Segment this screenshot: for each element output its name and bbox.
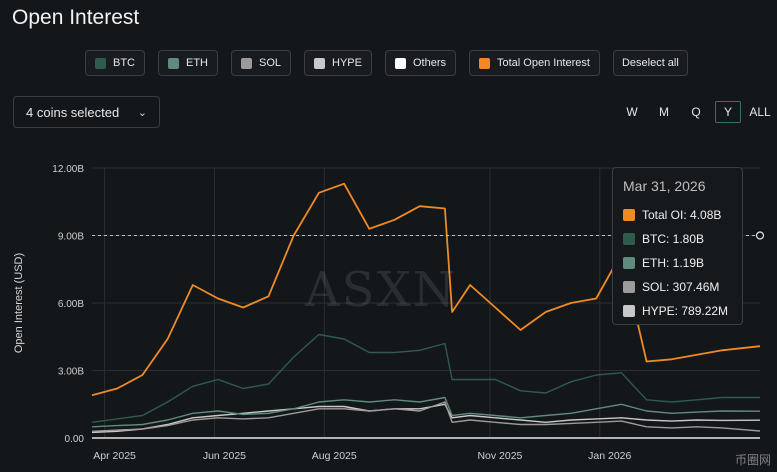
tooltip-row-hype: HYPE: 789.22M <box>623 299 732 323</box>
legend-eth-label: ETH <box>186 57 208 69</box>
sol-swatch-icon <box>241 57 252 69</box>
range-selector: W M Q Y ALL <box>619 101 773 123</box>
y-tick-label: 12.00B <box>52 164 84 175</box>
deselect-all-button[interactable]: Deselect all <box>612 50 688 76</box>
range-w-button[interactable]: W <box>626 105 638 119</box>
chevron-down-icon: ⌄ <box>137 106 147 119</box>
tooltip-hype-value: HYPE: 789.22M <box>642 304 729 318</box>
range-y-button[interactable]: Y <box>715 101 741 123</box>
y-tick-label: 3.00B <box>58 367 84 378</box>
series-line-sol <box>91 401 761 432</box>
legend-sol-button[interactable]: SOL <box>231 50 292 76</box>
legend-total-oi-button[interactable]: Total Open Interest <box>469 50 600 76</box>
legend-hype-button[interactable]: HYPE <box>304 50 372 76</box>
others-swatch-icon <box>394 57 406 69</box>
legend-others-button[interactable]: Others <box>384 50 456 76</box>
tooltip-row-total: Total OI: 4.08B <box>623 203 732 227</box>
total-oi-swatch-icon <box>479 57 490 69</box>
coin-selector-dropdown[interactable]: 4 coins selected ⌄ <box>13 96 160 128</box>
series-legend: BTC ETH SOL HYPE Others Total Open Inter… <box>85 50 688 76</box>
watermark: ASXN <box>305 262 457 318</box>
tooltip-sol-value: SOL: 307.46M <box>642 280 720 294</box>
btc-swatch-icon <box>95 57 106 69</box>
x-tick-label: Nov 2025 <box>477 450 522 462</box>
crosshair-marker <box>755 231 765 240</box>
tooltip-row-eth: ETH: 1.19B <box>623 251 732 275</box>
x-tick-label: Aug 2025 <box>312 450 357 462</box>
range-m-button[interactable]: M <box>659 105 669 119</box>
y-tick-label: 6.00B <box>58 299 84 310</box>
legend-total-oi-label: Total Open Interest <box>497 57 590 69</box>
total-swatch-icon <box>623 209 635 221</box>
eth-swatch-icon <box>168 57 179 69</box>
chart-tooltip: Mar 31, 2026 Total OI: 4.08B BTC: 1.80B … <box>612 167 743 325</box>
legend-sol-label: SOL <box>259 57 282 69</box>
x-tick-label: Jan 2026 <box>588 450 631 462</box>
page-title: Open Interest <box>12 6 140 29</box>
legend-others-label: Others <box>412 57 446 69</box>
tooltip-row-sol: SOL: 307.46M <box>623 275 732 299</box>
coin-selector-label: 4 coins selected <box>26 104 120 120</box>
range-all-button[interactable]: ALL <box>749 105 771 119</box>
eth-swatch-icon <box>623 257 635 269</box>
legend-eth-button[interactable]: ETH <box>158 50 218 76</box>
sol-swatch-icon <box>623 281 635 293</box>
series-line-eth <box>91 396 761 428</box>
range-q-button[interactable]: Q <box>691 105 701 119</box>
series-line-btc <box>91 333 760 423</box>
tooltip-eth-value: ETH: 1.19B <box>642 256 705 270</box>
x-tick-label: Jun 2025 <box>203 450 246 462</box>
site-logo: 币圈网 <box>734 453 771 467</box>
tooltip-total-value: Total OI: 4.08B <box>642 208 722 222</box>
tooltip-btc-value: BTC: 1.80B <box>642 232 705 246</box>
legend-btc-button[interactable]: BTC <box>85 50 145 76</box>
x-tick-label: Apr 2025 <box>93 450 136 462</box>
y-tick-label: 0.00 <box>65 434 85 445</box>
btc-swatch-icon <box>623 233 635 245</box>
legend-btc-label: BTC <box>113 57 135 69</box>
hype-swatch-icon <box>623 305 635 317</box>
tooltip-date: Mar 31, 2026 <box>623 178 706 194</box>
legend-hype-label: HYPE <box>332 57 362 69</box>
tooltip-row-btc: BTC: 1.80B <box>623 227 732 251</box>
y-tick-label: 9.00B <box>58 232 84 243</box>
hype-swatch-icon <box>314 57 326 69</box>
y-axis-title: Open Interest (USD) <box>13 253 25 353</box>
